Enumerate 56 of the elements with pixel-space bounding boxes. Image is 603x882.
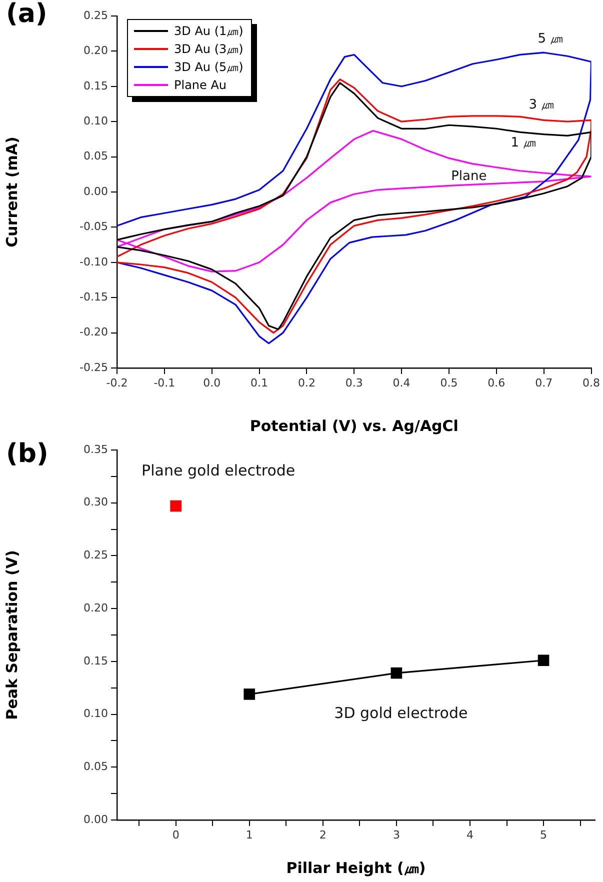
- annotation: Plane: [451, 169, 487, 184]
- y-tick-label: -0.10: [80, 255, 108, 268]
- chart-title: (a): [6, 0, 48, 29]
- y-tick-label: -0.20: [80, 326, 108, 339]
- y-tick-label: 0.05: [84, 760, 108, 773]
- y-tick-label: -0.05: [80, 220, 108, 234]
- y-axis-title: Current (mA): [2, 136, 21, 248]
- x-tick-label: 0.1: [250, 376, 268, 390]
- point: [170, 500, 182, 512]
- y-tick-label: 0.10: [84, 114, 108, 128]
- point: [538, 654, 550, 666]
- y-tick-label: 0.25: [84, 8, 108, 22]
- y-tick-label: 0.30: [84, 496, 108, 509]
- y-tick-label: -0.25: [80, 360, 108, 374]
- annotation: 3 ㎛: [528, 97, 554, 112]
- y-tick-label: 0.25: [84, 548, 108, 562]
- x-axis-title: Potential (V) vs. Ag/AgCl: [250, 416, 458, 435]
- annotation: 3D gold electrode: [334, 704, 468, 722]
- x-tick-label: 0.4: [392, 376, 410, 390]
- x-axis-title: Pillar Height (㎛): [286, 858, 426, 877]
- x-tick-label: -0.2: [106, 376, 128, 390]
- point: [244, 688, 256, 700]
- x-tick-label: 5: [540, 828, 548, 842]
- y-tick-label: 0.15: [84, 654, 108, 668]
- x-tick-label: 0.8: [582, 376, 600, 390]
- legend-label: 3D Au (3㎛): [174, 40, 244, 58]
- x-tick-label: 0.3: [345, 376, 363, 390]
- y-axis-title: Peak Separation (V): [2, 550, 21, 720]
- y-tick-label: 0.35: [84, 442, 108, 456]
- x-tick-label: 4: [466, 828, 474, 842]
- legend-label: Plane Au: [174, 78, 227, 92]
- x-tick-label: 0.7: [535, 376, 553, 390]
- x-tick-label: 3: [392, 828, 400, 842]
- x-tick-label: 0.6: [488, 376, 506, 390]
- annotation: 1 ㎛: [510, 135, 536, 150]
- point: [390, 667, 402, 679]
- x-tick-label: -0.1: [154, 376, 176, 390]
- x-tick-label: 0.0: [203, 376, 221, 390]
- y-tick-label: -0.15: [80, 290, 108, 304]
- y-tick-label: 0.05: [84, 150, 108, 163]
- legend-label: 3D Au (1㎛): [174, 22, 244, 40]
- y-tick-label: 0.10: [84, 707, 108, 720]
- annotation: 5 ㎛: [538, 31, 564, 46]
- x-tick-label: 0: [172, 828, 180, 842]
- legend-label: 3D Au (5㎛): [174, 58, 244, 76]
- y-tick-label: 0.15: [84, 79, 108, 92]
- y-tick-label: 0.00: [84, 184, 108, 198]
- x-tick-label: 2: [319, 828, 326, 842]
- y-tick-label: 0.20: [84, 601, 108, 614]
- annotation: Plane gold electrode: [142, 462, 296, 480]
- y-tick-label: 0.00: [84, 812, 108, 826]
- x-tick-label: 1: [246, 828, 253, 842]
- x-tick-label: 0.5: [440, 376, 458, 390]
- chart-title: (b): [6, 438, 48, 469]
- y-tick-label: 0.20: [84, 44, 108, 58]
- x-tick-label: 0.2: [298, 376, 316, 390]
